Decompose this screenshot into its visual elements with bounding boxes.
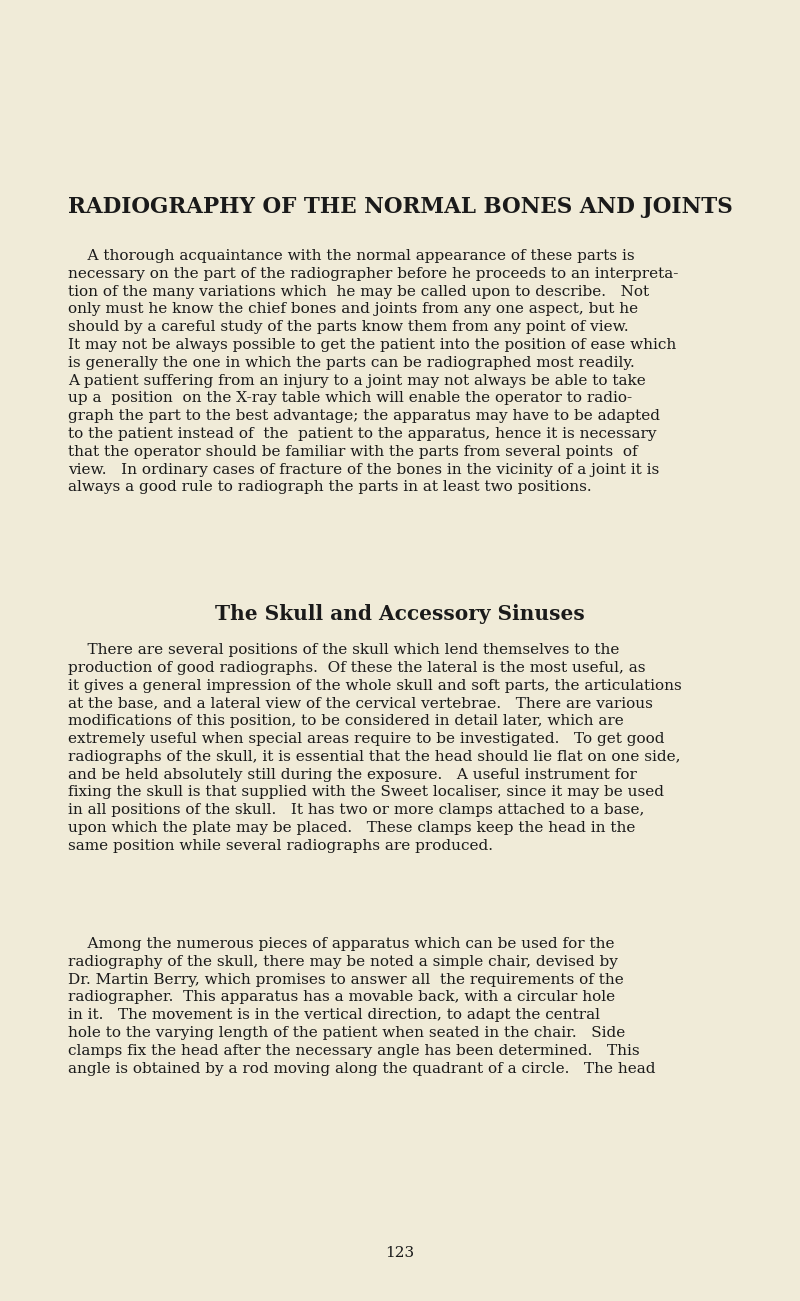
Text: is generally the one in which the parts can be radiographed most readily.: is generally the one in which the parts … — [68, 355, 634, 369]
Text: that the operator should be familiar with the parts from several points  of: that the operator should be familiar wit… — [68, 445, 638, 459]
Text: radiographs of the skull, it is essential that the head should lie flat on one s: radiographs of the skull, it is essentia… — [68, 749, 681, 764]
Text: A thorough acquaintance with the normal appearance of these parts is: A thorough acquaintance with the normal … — [68, 248, 634, 263]
Text: There are several positions of the skull which lend themselves to the: There are several positions of the skull… — [68, 643, 619, 657]
Text: RADIOGRAPHY OF THE NORMAL BONES AND JOINTS: RADIOGRAPHY OF THE NORMAL BONES AND JOIN… — [68, 196, 733, 219]
Text: angle is obtained by a rod moving along the quadrant of a circle.   The head: angle is obtained by a rod moving along … — [68, 1062, 655, 1076]
Text: hole to the varying length of the patient when seated in the chair.   Side: hole to the varying length of the patien… — [68, 1026, 626, 1039]
Text: only must he know the chief bones and joints from any one aspect, but he: only must he know the chief bones and jo… — [68, 302, 638, 316]
Text: always a good rule to radiograph the parts in at least two positions.: always a good rule to radiograph the par… — [68, 480, 592, 494]
Text: Dr. Martin Berry, which promises to answer all  the requirements of the: Dr. Martin Berry, which promises to answ… — [68, 973, 624, 986]
Text: and be held absolutely still during the exposure.   A useful instrument for: and be held absolutely still during the … — [68, 768, 637, 782]
Text: fixing the skull is that supplied with the Sweet localiser, since it may be used: fixing the skull is that supplied with t… — [68, 786, 664, 799]
Text: graph the part to the best advantage; the apparatus may have to be adapted: graph the part to the best advantage; th… — [68, 410, 660, 423]
Text: view.   In ordinary cases of fracture of the bones in the vicinity of a joint it: view. In ordinary cases of fracture of t… — [68, 463, 659, 476]
Text: up a  position  on the X-ray table which will enable the operator to radio-: up a position on the X-ray table which w… — [68, 392, 632, 406]
Text: extremely useful when special areas require to be investigated.   To get good: extremely useful when special areas requ… — [68, 732, 665, 745]
Text: same position while several radiographs are produced.: same position while several radiographs … — [68, 839, 493, 852]
Text: upon which the plate may be placed.   These clamps keep the head in the: upon which the plate may be placed. Thes… — [68, 821, 635, 835]
Text: 123: 123 — [386, 1246, 414, 1259]
Text: It may not be always possible to get the patient into the position of ease which: It may not be always possible to get the… — [68, 338, 676, 353]
Text: at the base, and a lateral view of the cervical vertebrae.   There are various: at the base, and a lateral view of the c… — [68, 696, 653, 710]
Text: should by a careful study of the parts know them from any point of view.: should by a careful study of the parts k… — [68, 320, 629, 334]
Text: in all positions of the skull.   It has two or more clamps attached to a base,: in all positions of the skull. It has tw… — [68, 803, 644, 817]
Text: Among the numerous pieces of apparatus which can be used for the: Among the numerous pieces of apparatus w… — [68, 937, 614, 951]
Text: radiographer.  This apparatus has a movable back, with a circular hole: radiographer. This apparatus has a movab… — [68, 990, 615, 1004]
Text: A patient suffering from an injury to a joint may not always be able to take: A patient suffering from an injury to a … — [68, 373, 646, 388]
Text: in it.   The movement is in the vertical direction, to adapt the central: in it. The movement is in the vertical d… — [68, 1008, 600, 1023]
Text: it gives a general impression of the whole skull and soft parts, the articulatio: it gives a general impression of the who… — [68, 679, 682, 692]
Text: radiography of the skull, there may be noted a simple chair, devised by: radiography of the skull, there may be n… — [68, 955, 618, 969]
Text: necessary on the part of the radiographer before he proceeds to an interpreta-: necessary on the part of the radiographe… — [68, 267, 678, 281]
Text: to the patient instead of  the  patient to the apparatus, hence it is necessary: to the patient instead of the patient to… — [68, 427, 657, 441]
Text: modifications of this position, to be considered in detail later, which are: modifications of this position, to be co… — [68, 714, 624, 729]
Text: The Skull and Accessory Sinuses: The Skull and Accessory Sinuses — [215, 604, 585, 624]
Text: clamps fix the head after the necessary angle has been determined.   This: clamps fix the head after the necessary … — [68, 1043, 640, 1058]
Text: production of good radiographs.  Of these the lateral is the most useful, as: production of good radiographs. Of these… — [68, 661, 646, 675]
Text: tion of the many variations which  he may be called upon to describe.   Not: tion of the many variations which he may… — [68, 285, 649, 299]
